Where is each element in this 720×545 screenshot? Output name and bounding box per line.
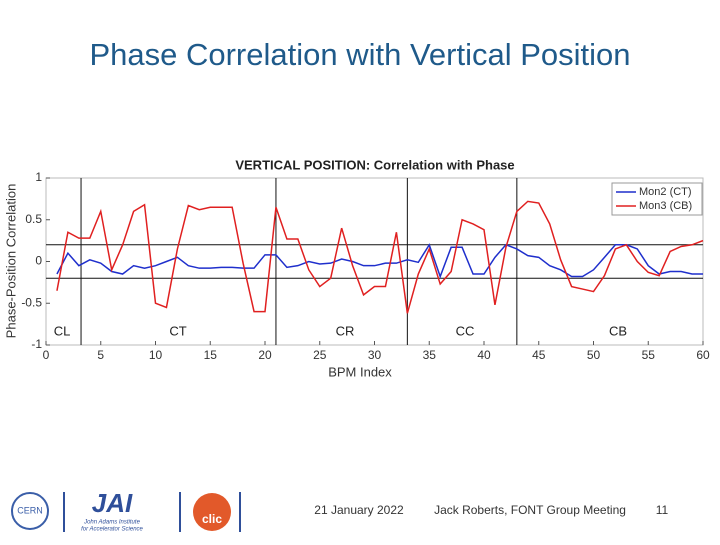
chart-title: VERTICAL POSITION: Correlation with Phas…	[235, 157, 514, 172]
x-tick-label: 20	[258, 348, 272, 362]
logos: CERN JAI John Adams Institute for Accele…	[11, 488, 241, 533]
region-label: CC	[456, 323, 475, 338]
x-tick-label: 25	[313, 348, 327, 362]
x-tick-label: 35	[423, 348, 437, 362]
x-tick-label: 50	[587, 348, 601, 362]
x-tick-label: 55	[642, 348, 656, 362]
x-tick-label: 10	[149, 348, 163, 362]
x-tick-label: 5	[97, 348, 104, 362]
region-label: CR	[336, 323, 355, 338]
y-tick-label: 0	[35, 254, 42, 268]
clic-logo	[193, 493, 231, 531]
page-number: 11	[656, 503, 669, 517]
y-tick-label: 1	[35, 170, 42, 184]
region-label: CB	[609, 323, 627, 338]
y-tick-label: -0.5	[21, 295, 42, 309]
footer-date: 21 January 2022	[314, 503, 404, 517]
x-tick-label: 0	[43, 348, 50, 362]
y-axis-label: Phase-Position Correlation	[3, 184, 18, 339]
y-tick-label: 0.5	[25, 212, 42, 226]
x-tick-label: 15	[204, 348, 218, 362]
x-tick-label: 40	[477, 348, 491, 362]
clic-text: clic	[202, 512, 222, 526]
x-tick-label: 60	[696, 348, 710, 362]
cern-logo	[11, 492, 49, 530]
series-line	[56, 200, 704, 314]
y-tick-label: -1	[31, 337, 42, 351]
legend-label: Mon2 (CT)	[639, 186, 692, 198]
jai-text: for Accelerator Science	[81, 527, 143, 533]
slide-title: Phase Correlation with Vertical Position	[89, 37, 630, 72]
cern-text: CERN	[17, 505, 43, 515]
jai-logo: JAI	[92, 488, 133, 518]
legend-box	[611, 182, 703, 216]
x-tick-label: 45	[532, 348, 546, 362]
footer-author: Jack Roberts, FONT Group Meeting	[434, 503, 626, 517]
region-label: CT	[169, 323, 186, 338]
x-axis-label: BPM Index	[328, 364, 392, 379]
series-line	[56, 243, 703, 279]
jai-text: John Adams Institute	[83, 520, 140, 526]
region-label: CL	[54, 323, 71, 338]
plot-area	[45, 177, 704, 346]
legend-label: Mon3 (CB)	[639, 200, 692, 212]
x-tick-label: 30	[368, 348, 382, 362]
